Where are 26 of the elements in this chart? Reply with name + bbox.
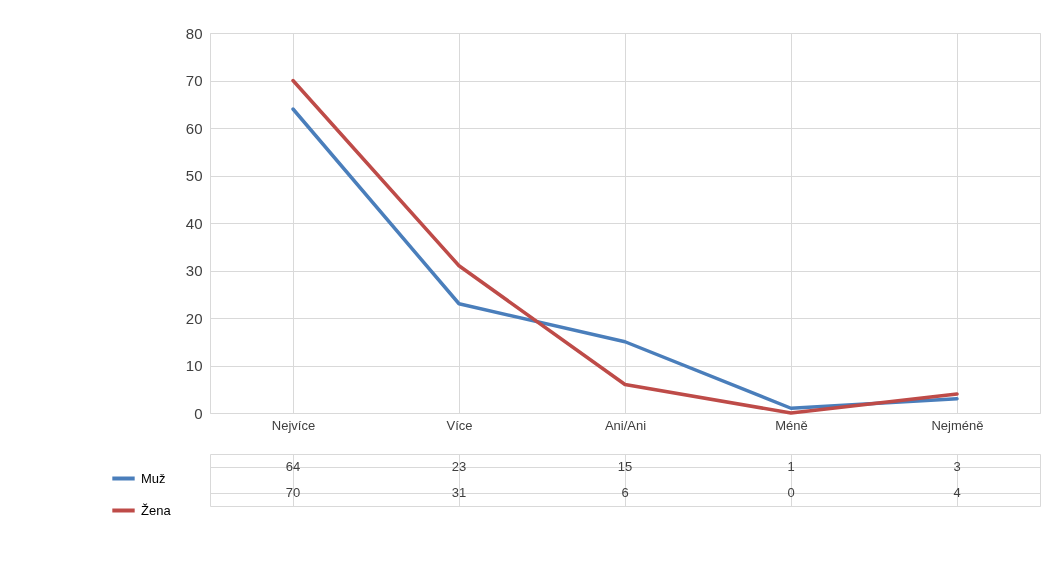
x-tick-label: Nejvíce	[271, 417, 316, 433]
data-label: 0	[787, 485, 795, 500]
x-tick-label: Méně	[775, 417, 808, 433]
y-tick-label: 60	[185, 119, 203, 137]
y-tick-label: 50	[185, 167, 203, 184]
data-label: 31	[451, 485, 467, 500]
y-tick-label: 80	[185, 24, 203, 42]
data-label: 64	[285, 459, 301, 474]
x-tick-label: Nejméně	[931, 417, 984, 433]
y-tick-label: 30	[185, 262, 203, 279]
x-tick-label: Ani/Ani	[604, 417, 647, 433]
y-tick-label: 0	[194, 404, 203, 422]
data-label: 70	[285, 485, 301, 500]
data-label: 6	[621, 485, 629, 500]
data-label: 4	[953, 485, 961, 500]
data-label: 1	[787, 459, 795, 474]
x-tick-label: Více	[446, 417, 473, 433]
data-label: 3	[953, 459, 961, 474]
y-tick-label: 10	[185, 357, 203, 374]
data-label: 15	[617, 459, 633, 474]
y-tick-label: 40	[185, 214, 203, 232]
legend-label: Žena	[141, 502, 172, 518]
y-tick-label: 20	[185, 309, 203, 327]
legend-label: Muž	[141, 470, 166, 486]
data-label: 23	[451, 459, 467, 474]
y-tick-label: 70	[185, 72, 203, 89]
